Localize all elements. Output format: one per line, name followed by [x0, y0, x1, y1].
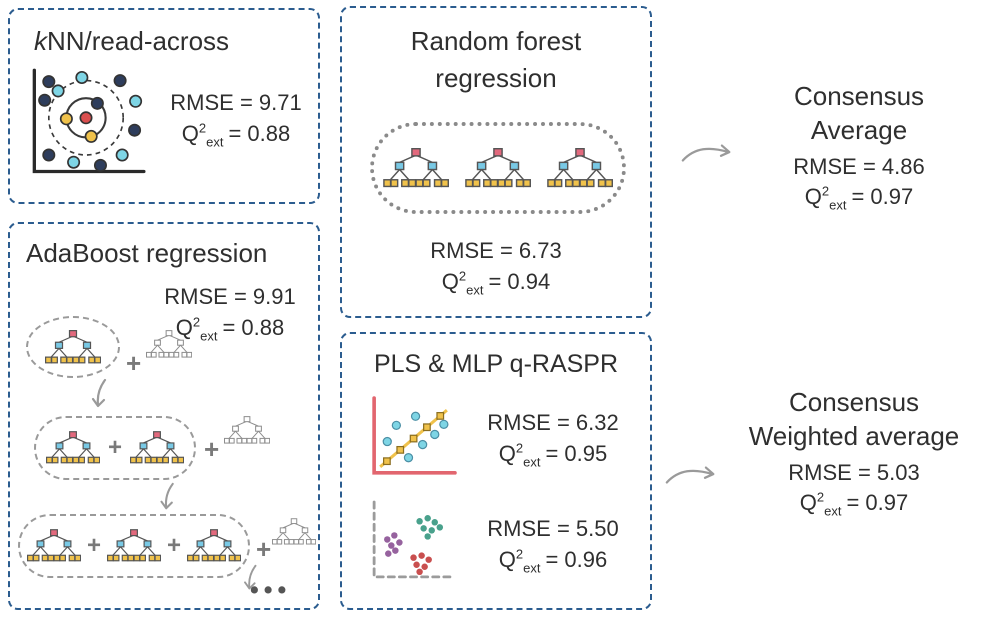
q-sub: ext [206, 134, 224, 150]
random-forest-title-line1: Random forest [410, 26, 582, 56]
q2ext-value: Q2ext = 0.88 [148, 313, 312, 346]
down-arrow-icon [158, 482, 180, 512]
adaboost-box: AdaBoost regression RMSE = 9.91 Q2ext = 0… [8, 222, 320, 610]
random-forest-title: Random forest regression [342, 26, 650, 94]
q-sup: 2 [816, 490, 825, 506]
q-sup: 2 [515, 546, 524, 562]
knn-box: kNN/read-across RMSE = 9.71 Q2ext = 0.88 [8, 8, 320, 204]
q-sup: 2 [198, 120, 207, 136]
q-sub: ext [523, 560, 541, 576]
consensus-weighted-block: Consensus Weighted average RMSE = 5.03 Q… [718, 386, 989, 521]
consensus-average-block: Consensus Average RMSE = 4.86 Q2ext = 0.9… [735, 80, 983, 215]
q-base: Q [441, 268, 459, 294]
q-eq: = 0.95 [545, 440, 608, 466]
random-forest-title-line2: regression [435, 63, 557, 93]
plus-sign: + [204, 434, 220, 464]
q2ext-value: Q2ext = 0.97 [718, 488, 989, 521]
decision-tree-icon [107, 529, 161, 563]
adaboost-stage3-group: + + [18, 514, 250, 578]
knn-title-rest: NN/read-across [47, 26, 230, 56]
regression-scatter-icon [362, 394, 458, 483]
flow-arrow-icon [664, 462, 718, 488]
rmse-value: RMSE = 9.71 [170, 90, 302, 115]
knn-scatter-icon [24, 66, 148, 182]
flow-arrow-icon [680, 140, 734, 166]
plus-sign: + [86, 532, 101, 559]
plus-sign: + [167, 532, 182, 559]
q-eq: = 0.97 [846, 490, 909, 516]
rmse-value: RMSE = 6.73 [430, 238, 562, 263]
pls-metrics: RMSE = 6.32 Q2ext = 0.95 [462, 408, 644, 471]
knn-title: kNN/read-across [34, 26, 229, 57]
decision-tree-icon [465, 148, 531, 189]
adaboost-stage1-group [26, 316, 120, 378]
q-base: Q [181, 120, 199, 146]
decision-tree-icon [46, 431, 100, 465]
q2ext-value: Q2ext = 0.96 [462, 545, 644, 578]
decision-tree-outline-icon [146, 330, 192, 359]
random-forest-metrics: RMSE = 6.73 Q2ext = 0.94 [342, 236, 650, 299]
adaboost-metrics: RMSE = 9.91 Q2ext = 0.88 [148, 282, 312, 345]
decision-tree-icon [383, 148, 449, 189]
q-base: Q [498, 546, 516, 572]
q-base: Q [799, 490, 817, 516]
q-sub: ext [824, 503, 842, 519]
q-sup: 2 [192, 314, 201, 330]
q-eq: = 0.96 [545, 546, 608, 572]
adaboost-stage2-group: + [34, 416, 196, 480]
decision-tree-icon [27, 529, 81, 563]
q-eq: = 0.88 [222, 314, 285, 340]
decision-tree-icon [45, 330, 101, 365]
q-base: Q [175, 314, 193, 340]
q2ext-value: Q2ext = 0.94 [342, 267, 650, 300]
adaboost-title: AdaBoost regression [26, 238, 268, 268]
consensus-weighted-title-line1: Consensus [788, 387, 920, 417]
decision-tree-icon [547, 148, 613, 189]
q-base: Q [804, 184, 822, 210]
q2ext-value: Q2ext = 0.95 [462, 439, 644, 472]
down-arrow-icon [90, 378, 112, 410]
consensus-average-title-line2: Average [810, 114, 908, 145]
decision-tree-icon [187, 529, 241, 563]
decision-tree-icon [130, 431, 184, 465]
q2ext-value: Q2ext = 0.88 [156, 119, 316, 152]
consensus-weighted-title-line2: Weighted average [748, 420, 960, 451]
rmse-value: RMSE = 4.86 [793, 153, 925, 179]
q-eq: = 0.97 [851, 184, 914, 210]
q-sub: ext [829, 197, 847, 213]
rmse-value: RMSE = 9.91 [164, 284, 296, 309]
cluster-scatter-icon [362, 498, 458, 587]
plus-sign: + [107, 434, 122, 461]
q-sup: 2 [821, 184, 830, 200]
pls-mlp-box: PLS & MLP q-RASPR RMSE = 6.32 Q2ext = 0.9… [340, 332, 652, 610]
random-forest-box: Random forest regression RMSE = 6.73 Q2e… [340, 6, 652, 318]
knn-metrics: RMSE = 9.71 Q2ext = 0.88 [156, 88, 316, 151]
decision-tree-outline-icon [224, 416, 270, 445]
q-sub: ext [523, 454, 541, 470]
knn-title-k: k [34, 26, 47, 56]
q-eq: = 0.88 [228, 120, 291, 146]
mlp-metrics: RMSE = 5.50 Q2ext = 0.96 [462, 514, 644, 577]
q-eq: = 0.94 [488, 268, 551, 294]
pls-mlp-title: PLS & MLP q-RASPR [373, 350, 619, 378]
forest-group [370, 122, 626, 214]
q-sub: ext [200, 328, 218, 344]
consensus-average-title-line1: Consensus [793, 81, 925, 111]
q-sup: 2 [458, 268, 467, 284]
q-sup: 2 [515, 440, 524, 456]
decision-tree-outline-icon [272, 518, 316, 546]
rmse-value: RMSE = 5.50 [487, 516, 619, 541]
q-base: Q [498, 440, 516, 466]
rmse-value: RMSE = 6.32 [487, 410, 619, 435]
q-sub: ext [466, 282, 484, 298]
ellipsis-dots: ••• [250, 576, 292, 604]
plus-sign: + [126, 348, 142, 378]
rmse-value: RMSE = 5.03 [788, 459, 920, 485]
q2ext-value: Q2ext = 0.97 [735, 182, 983, 215]
plus-sign: + [256, 534, 272, 564]
